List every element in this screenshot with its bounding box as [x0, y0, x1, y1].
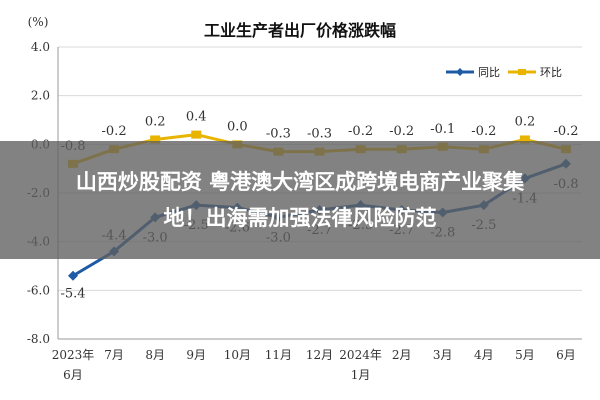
headline-line-1: 山西炒股配资 粤港澳大湾区成跨境电商产业聚集	[75, 170, 525, 194]
series-point-huanbi	[150, 135, 161, 144]
legend-label: 环比	[540, 66, 562, 79]
x-tick-label: 6月	[556, 348, 576, 362]
data-label-tongbi: -5.4	[60, 287, 85, 302]
series-point-huanbi	[191, 130, 202, 139]
x-tick-label: 4月	[474, 348, 494, 362]
x-tick-label: 8月	[145, 348, 165, 362]
x-tick-label: 7月	[104, 348, 124, 362]
x-tick-label: 10月	[224, 348, 251, 362]
headline-line-2: 地！出海需加强法律风险防范	[163, 206, 437, 230]
x-tick-label: 5月	[515, 348, 535, 362]
data-label-huanbi: -0.1	[430, 122, 455, 137]
data-label-huanbi: -0.3	[266, 127, 291, 142]
y-tick-label: 2.0	[31, 89, 50, 103]
series-point-huanbi	[519, 135, 530, 144]
y-tick-label: -8.0	[27, 332, 50, 346]
legend: 同比 环比	[446, 66, 562, 79]
data-label-huanbi: -0.2	[389, 124, 414, 139]
legend-marker	[518, 69, 526, 75]
y-axis-unit-label: (%)	[28, 15, 49, 29]
data-label-huanbi: -0.2	[102, 124, 127, 139]
legend-marker	[456, 68, 464, 76]
headline-overlay-banner[interactable]: 山西炒股配资 粤港澳大湾区成跨境电商产业聚集 地！出海需加强法律风险防范	[0, 141, 600, 259]
data-label-huanbi: 0.0	[227, 119, 248, 134]
x-tick-label: 2023年	[52, 348, 95, 362]
data-label-huanbi: 0.2	[145, 114, 166, 129]
x-tick-label: 6月	[63, 368, 83, 382]
chart-title: 工业生产者出厂价格涨跌幅	[204, 21, 396, 40]
series-point-tongbi	[68, 270, 78, 281]
data-label-huanbi: -0.2	[471, 124, 496, 139]
y-tick-label: -6.0	[27, 283, 50, 297]
data-label-huanbi: -0.2	[348, 124, 373, 139]
data-label-huanbi: 0.4	[186, 110, 207, 125]
data-label-huanbi: -0.2	[553, 124, 578, 139]
headline-text[interactable]: 山西炒股配资 粤港澳大湾区成跨境电商产业聚集 地！出海需加强法律风险防范	[76, 164, 524, 236]
x-tick-label: 2月	[392, 348, 412, 362]
y-tick-label: 4.0	[31, 40, 50, 54]
x-tick-label: 9月	[186, 348, 206, 362]
x-tick-label: 3月	[433, 348, 453, 362]
data-label-huanbi: 0.2	[515, 114, 536, 129]
data-label-huanbi: -0.3	[307, 127, 332, 142]
x-tick-label: 12月	[306, 348, 333, 362]
x-tick-label: 1月	[351, 368, 371, 382]
x-tick-label: 11月	[265, 348, 292, 362]
legend-label: 同比	[478, 66, 500, 79]
x-tick-label: 2024年	[339, 348, 382, 362]
